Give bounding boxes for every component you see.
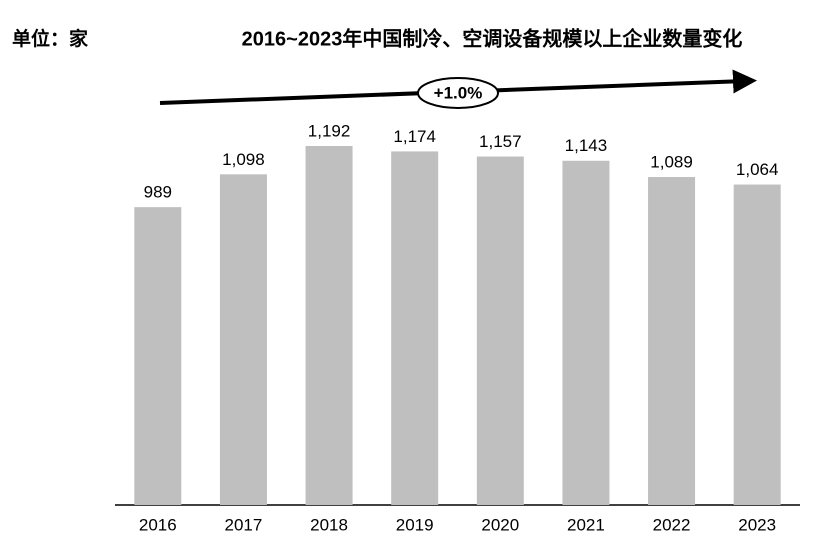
x-tick-label: 2022	[653, 515, 691, 534]
bar	[562, 160, 610, 505]
bar	[391, 151, 439, 505]
data-label: 989	[144, 183, 172, 202]
data-label: 1,143	[565, 136, 608, 155]
data-label: 1,098	[222, 150, 265, 169]
x-tick-label: 2019	[396, 515, 434, 534]
bar	[305, 146, 353, 505]
x-tick-label: 2016	[139, 515, 177, 534]
x-tick-label: 2020	[481, 515, 519, 534]
x-tick-label: 2017	[225, 515, 263, 534]
x-tick-label: 2018	[310, 515, 348, 534]
bar	[648, 177, 696, 505]
bar	[134, 207, 182, 505]
data-label: 1,192	[308, 121, 351, 140]
bar	[476, 156, 524, 505]
annotation-badge	[417, 77, 499, 109]
bar	[219, 174, 267, 505]
data-label: 1,064	[736, 160, 779, 179]
data-label: 1,174	[393, 127, 436, 146]
data-label: 1,089	[650, 153, 693, 172]
data-label: 1,157	[479, 132, 522, 151]
annotation: +1.0%	[434, 83, 483, 102]
x-tick-label: 2021	[567, 515, 605, 534]
unit-label: 单位：家	[12, 27, 89, 50]
chart-title: 2016~2023年中国制冷、空调设备规模以上企业数量变化	[242, 26, 743, 50]
x-tick-label: 2023	[738, 515, 776, 534]
bar	[733, 184, 781, 505]
